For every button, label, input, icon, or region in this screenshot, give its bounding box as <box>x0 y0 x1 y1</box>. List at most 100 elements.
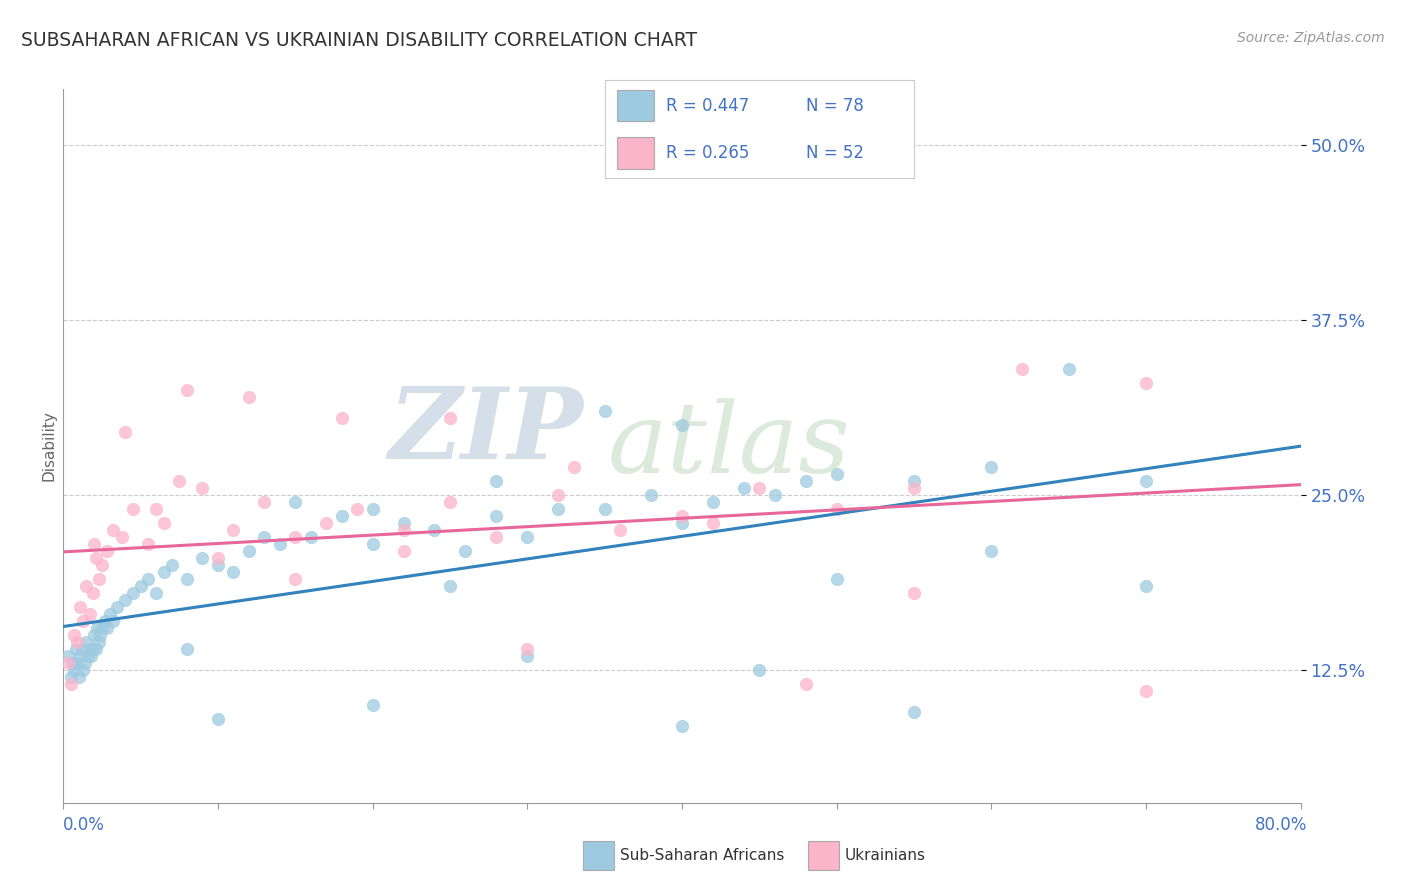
Point <box>423 523 446 537</box>
Point <box>76 579 98 593</box>
Point <box>1135 684 1157 698</box>
Point <box>439 411 461 425</box>
Point <box>114 425 136 439</box>
Y-axis label: Disability: Disability <box>41 410 56 482</box>
Point <box>392 544 415 558</box>
Text: ZIP: ZIP <box>388 384 583 480</box>
Point <box>129 579 152 593</box>
Point <box>485 530 508 544</box>
Point <box>284 572 307 586</box>
Point <box>702 516 724 530</box>
Point <box>439 495 461 509</box>
Point <box>84 641 107 656</box>
Point <box>76 635 98 649</box>
Point <box>56 656 79 670</box>
Point <box>284 495 307 509</box>
Point <box>315 516 337 530</box>
Point <box>1135 474 1157 488</box>
Point <box>98 607 121 621</box>
Point <box>299 530 322 544</box>
Point <box>138 537 160 551</box>
Point <box>84 550 107 565</box>
Point <box>122 586 145 600</box>
Point <box>1135 579 1157 593</box>
Point <box>547 502 569 516</box>
Point <box>238 544 260 558</box>
Point <box>284 530 307 544</box>
Point <box>90 558 114 572</box>
Point <box>101 614 124 628</box>
Text: Source: ZipAtlas.com: Source: ZipAtlas.com <box>1237 31 1385 45</box>
Point <box>94 614 117 628</box>
Text: R = 0.447: R = 0.447 <box>666 97 749 115</box>
Point <box>101 523 124 537</box>
Point <box>87 572 110 586</box>
Point <box>253 495 276 509</box>
Point <box>153 565 174 579</box>
Point <box>59 677 82 691</box>
Point <box>63 663 86 677</box>
Point <box>80 648 103 663</box>
Point <box>122 502 145 516</box>
Bar <box>617 137 654 169</box>
Point <box>794 677 817 691</box>
Point <box>748 663 770 677</box>
Point <box>794 474 817 488</box>
Point <box>361 502 384 516</box>
Text: 80.0%: 80.0% <box>1256 816 1308 834</box>
Point <box>222 523 245 537</box>
Point <box>903 474 925 488</box>
Point <box>82 586 104 600</box>
Point <box>269 537 291 551</box>
Point <box>1057 362 1080 376</box>
Point <box>733 481 755 495</box>
Point <box>69 599 91 614</box>
Point <box>671 417 693 432</box>
Point <box>330 411 353 425</box>
Point <box>176 641 198 656</box>
Point <box>980 544 1002 558</box>
Text: R = 0.265: R = 0.265 <box>666 144 749 161</box>
Point <box>77 648 100 663</box>
Point <box>107 599 129 614</box>
Point <box>825 502 848 516</box>
Point <box>253 530 276 544</box>
Point <box>207 558 229 572</box>
Point <box>153 516 174 530</box>
Point <box>903 705 925 719</box>
Point <box>90 621 114 635</box>
Point <box>69 648 91 663</box>
Point <box>63 628 86 642</box>
Point <box>72 663 94 677</box>
Point <box>516 641 538 656</box>
Point <box>62 656 84 670</box>
Point <box>593 404 616 418</box>
Text: N = 52: N = 52 <box>806 144 863 161</box>
Point <box>160 558 183 572</box>
Point <box>65 641 87 656</box>
Point <box>702 495 724 509</box>
Point <box>59 670 82 684</box>
Point <box>671 516 693 530</box>
Point <box>516 530 538 544</box>
Point <box>96 621 118 635</box>
Point <box>86 621 108 635</box>
Point <box>346 502 368 516</box>
Point <box>903 481 925 495</box>
Point <box>222 565 245 579</box>
Point <box>176 383 198 397</box>
Point <box>169 474 191 488</box>
Point <box>392 523 415 537</box>
Point <box>485 474 508 488</box>
Point <box>191 481 214 495</box>
Point <box>56 648 79 663</box>
Point <box>748 481 770 495</box>
Point <box>825 467 848 481</box>
Text: Sub-Saharan Africans: Sub-Saharan Africans <box>620 848 785 863</box>
Text: N = 78: N = 78 <box>806 97 863 115</box>
Point <box>145 502 167 516</box>
Point <box>562 460 585 475</box>
Point <box>593 502 616 516</box>
Point <box>79 641 101 656</box>
Point <box>392 516 415 530</box>
